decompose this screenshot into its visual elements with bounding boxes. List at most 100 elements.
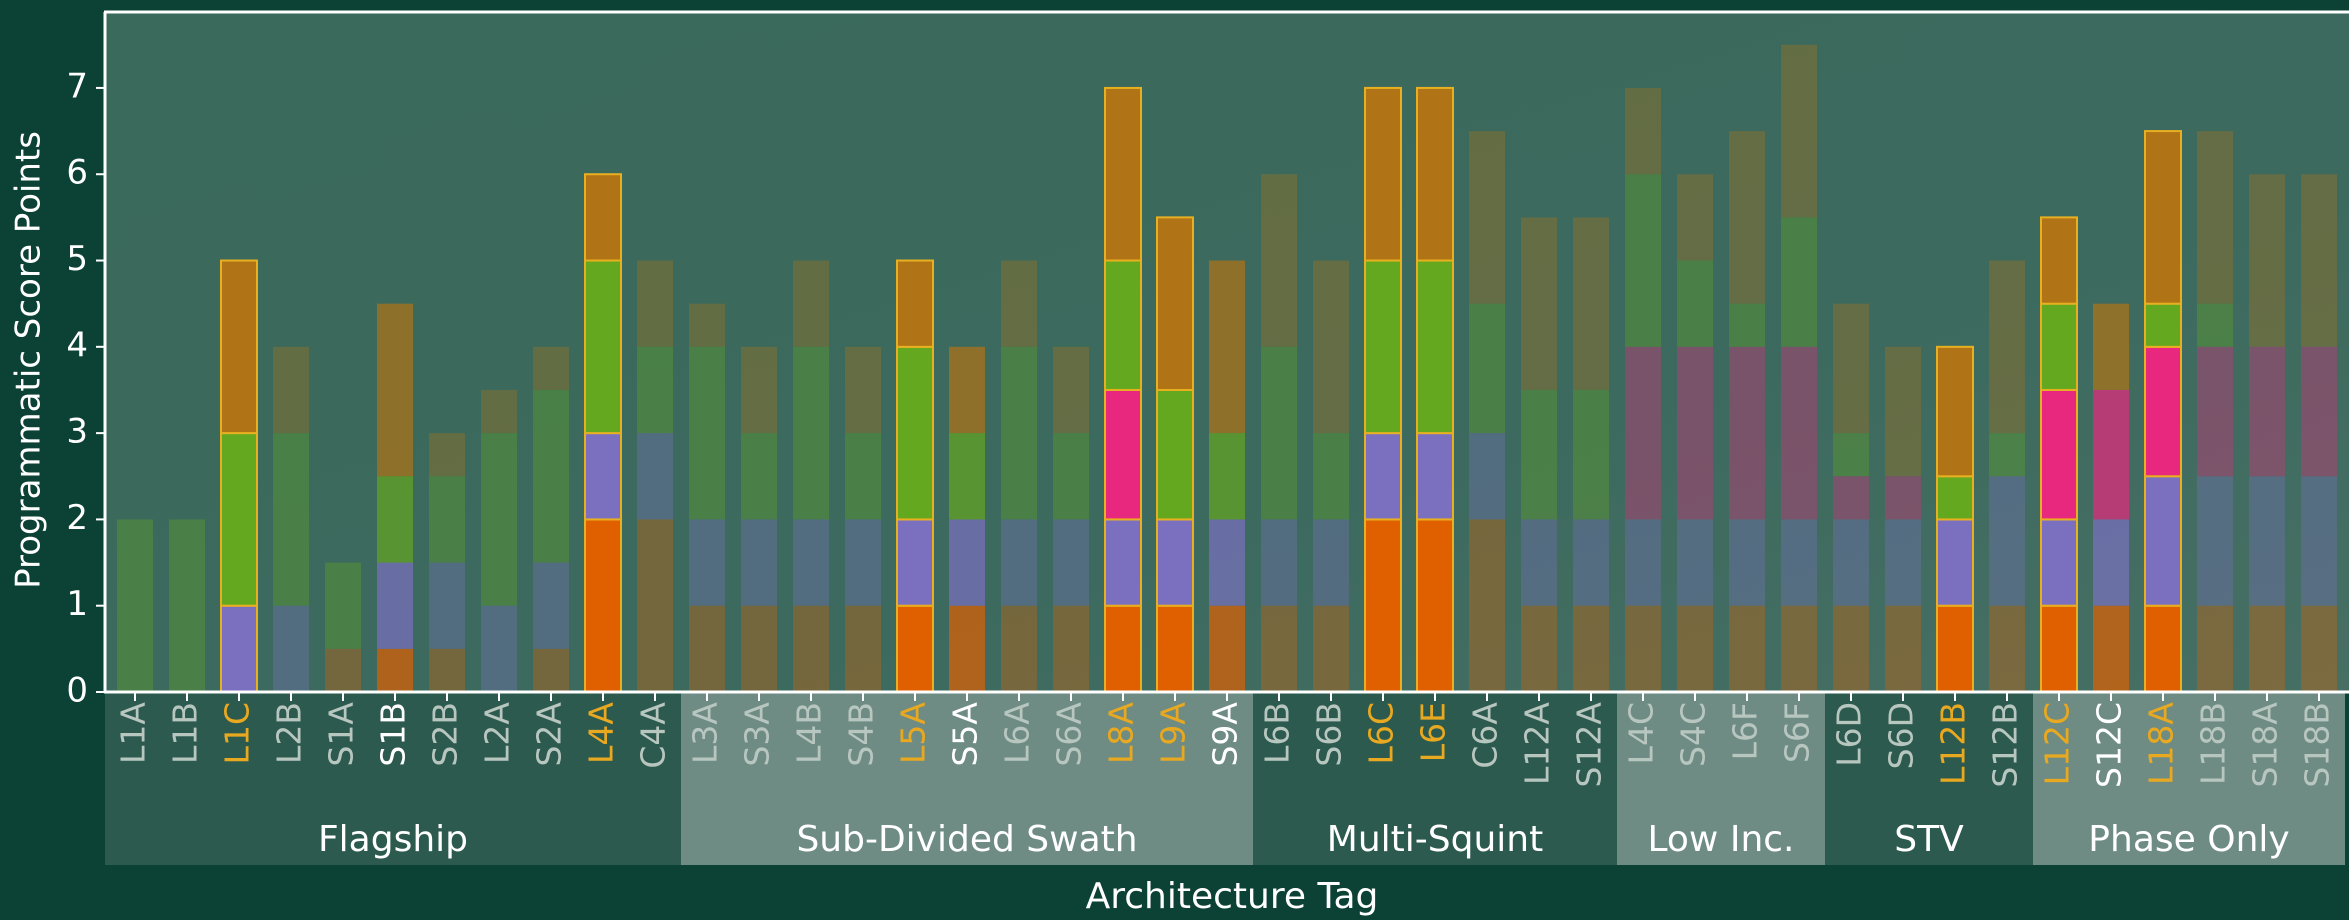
bar-segment: [1469, 131, 1505, 304]
bar-segment: [1989, 433, 2025, 477]
bar-segment: [1209, 433, 1245, 520]
bar-segment: [1885, 476, 1921, 520]
bar-segment: [1936, 604, 1974, 693]
x-tick-label: S6D: [1882, 702, 1921, 769]
bar-segment: [2249, 476, 2285, 606]
bar-segment: [741, 605, 777, 692]
bar-segment: [689, 303, 725, 347]
bar-segment: [949, 519, 985, 606]
bar-segment: [1989, 605, 2025, 692]
bar-segment: [1677, 260, 1713, 347]
bar-segment: [1416, 432, 1454, 521]
group-label: Low Inc.: [1647, 819, 1794, 860]
group-label: Flagship: [318, 819, 468, 860]
bar-segment: [273, 433, 309, 606]
bar-segment: [2093, 605, 2129, 692]
bar-segment: [377, 476, 413, 563]
bar-segment: [1625, 519, 1661, 606]
bar-segment: [1364, 432, 1402, 521]
x-tick-label: L12C: [2038, 702, 2077, 785]
x-tick-label: S4C: [1674, 702, 1713, 767]
x-tick-label: L4B: [790, 702, 829, 764]
y-tick-label: 4: [66, 325, 88, 365]
bar-segment: [845, 433, 881, 520]
bar-segment: [896, 345, 934, 521]
bar-segment: [2144, 130, 2182, 305]
x-tick-label: S5A: [946, 702, 985, 767]
bar-segment: [1573, 605, 1609, 692]
bar-segment: [481, 389, 517, 434]
x-tick-label: L5A: [894, 702, 933, 764]
bar-segment: [1261, 346, 1297, 520]
bar-segment: [1261, 605, 1297, 692]
bar-segment: [1313, 260, 1349, 434]
bar-segment: [1989, 476, 2025, 606]
bar-segment: [949, 433, 985, 520]
x-tick-label: L4C: [1622, 702, 1661, 764]
bar-segment: [429, 476, 465, 563]
x-tick-label: L6E: [1414, 702, 1453, 762]
bar-segment: [2197, 476, 2233, 606]
bar-segment: [481, 605, 517, 692]
x-tick-label: S3A: [738, 702, 777, 767]
bar-segment: [689, 605, 725, 692]
bar-segment: [1521, 519, 1557, 606]
bar-segment: [220, 259, 258, 435]
bar-segment: [2301, 476, 2337, 606]
bar-segment: [2093, 303, 2129, 390]
bar-segment: [741, 519, 777, 606]
x-tick-label: S2A: [530, 702, 569, 767]
bar-segment: [1677, 346, 1713, 520]
bar-segment: [429, 648, 465, 692]
bar-segment: [1677, 174, 1713, 261]
y-tick-label: 3: [66, 412, 88, 452]
x-tick-label: L6B: [1258, 702, 1297, 764]
bar-segment: [637, 519, 673, 692]
y-tick-label: 6: [66, 153, 88, 193]
bar-segment: [533, 648, 569, 692]
x-tick-label: L12A: [1518, 702, 1557, 785]
bar-segment: [1104, 86, 1142, 262]
bar-segment: [2249, 605, 2285, 692]
x-tick-label: S9A: [1206, 702, 1245, 767]
bar-segment: [2301, 605, 2337, 692]
x-tick-label: S1A: [322, 702, 361, 767]
x-tick-label: L6F: [1726, 702, 1765, 760]
bar-segment: [220, 604, 258, 693]
x-tick-label: L18A: [2142, 702, 2181, 785]
bar-segment: [1885, 346, 1921, 477]
x-tick-label: L18B: [2194, 702, 2233, 785]
bar-segment: [1364, 86, 1402, 262]
bar-segment: [793, 605, 829, 692]
bar-segment: [1313, 605, 1349, 692]
bar-segment: [273, 346, 309, 434]
bar-segment: [2249, 346, 2285, 477]
bar-segment: [2197, 303, 2233, 347]
bar-segment: [2301, 346, 2337, 477]
x-tick-label: L12B: [1934, 702, 1973, 785]
bar-segment: [637, 260, 673, 347]
bar-segment: [1104, 518, 1142, 607]
bar-segment: [896, 259, 934, 348]
bar-segment: [325, 648, 361, 692]
bar-segment: [1001, 346, 1037, 520]
bar-segment: [1364, 259, 1402, 435]
bar-segment: [533, 562, 569, 649]
bar-segment: [533, 389, 569, 563]
bar-segment: [533, 346, 569, 390]
bar-segment: [637, 433, 673, 520]
bar-segment: [429, 433, 465, 477]
bar-segment: [1469, 303, 1505, 434]
bar-segment: [741, 346, 777, 434]
bar-segment: [2144, 475, 2182, 607]
bar-segment: [1261, 519, 1297, 606]
bar-segment: [845, 519, 881, 606]
bar-segment: [1729, 303, 1765, 347]
bar-segment: [117, 519, 153, 692]
bar-segment: [1053, 433, 1089, 520]
bar-segment: [2093, 519, 2129, 606]
bar-segment: [1625, 87, 1661, 175]
bar-segment: [377, 303, 413, 477]
x-tick-label: S18A: [2246, 702, 2285, 788]
x-tick-label: S1B: [374, 702, 413, 767]
